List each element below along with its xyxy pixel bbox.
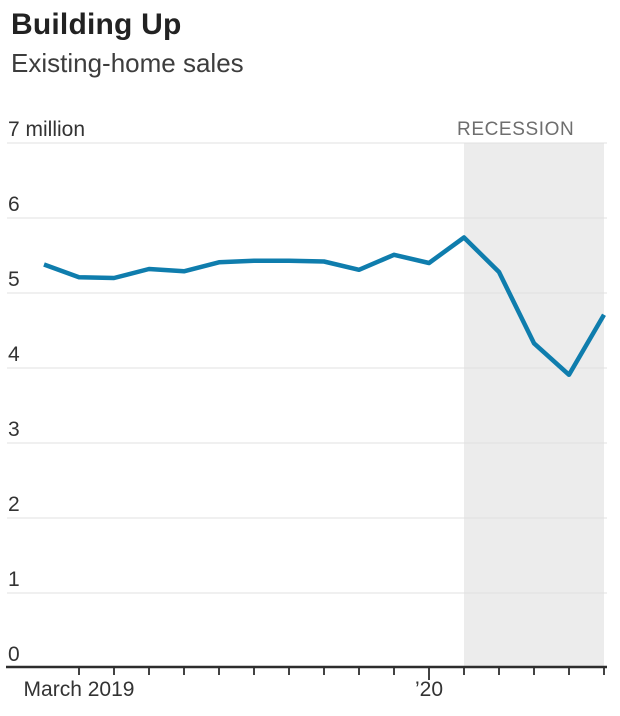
recession-band [464,143,604,667]
y-axis-label: 2 [8,493,20,516]
y-axis-label: 7 million [8,118,86,141]
y-axis-label: 1 [8,568,20,591]
chart-subtitle: Existing-home sales [11,48,244,78]
sales-line [43,235,606,378]
x-axis-label: ’20 [414,678,444,701]
y-axis-label: 4 [8,343,20,366]
y-axis-label: 5 [8,268,20,291]
y-axis-label: 3 [8,418,20,441]
recession-label: RECESSION [457,119,575,140]
x-axis-label: March 2019 [23,678,135,701]
y-axis-label: 0 [8,643,20,666]
chart-title: Building Up [11,8,182,41]
y-axis-label: 6 [8,193,20,216]
